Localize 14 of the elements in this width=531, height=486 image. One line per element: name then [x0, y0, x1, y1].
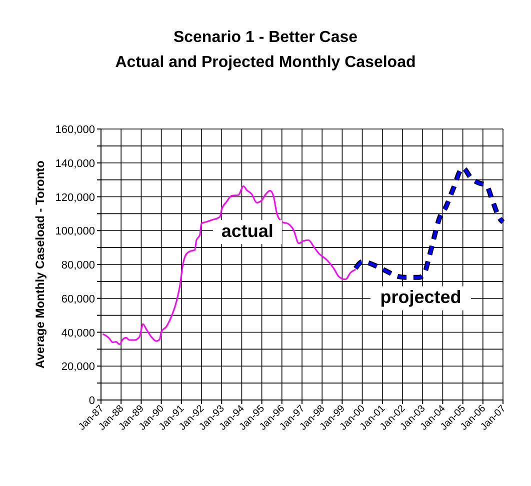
y-tick-label: 40,000 — [61, 327, 95, 340]
y-tick-label: 0 — [88, 395, 95, 407]
y-tick-label: 160,000 — [55, 124, 95, 136]
y-tick-label: 140,000 — [55, 158, 95, 170]
chart-title: Scenario 1 - Better Case Actual and Projected Monthly Caseload — [115, 29, 416, 71]
series-label: projected — [380, 287, 462, 308]
y-axis-title: Average Monthly Caseload - Toronto — [33, 160, 47, 369]
y-tick-label: 20,000 — [61, 361, 95, 374]
y-tick-label: 60,000 — [61, 293, 95, 306]
y-tick-label: 80,000 — [61, 260, 95, 272]
series-label: actual — [221, 220, 274, 241]
y-tick-label: 100,000 — [55, 226, 95, 238]
y-tick-label: 120,000 — [55, 192, 95, 204]
line-series — [102, 185, 356, 346]
